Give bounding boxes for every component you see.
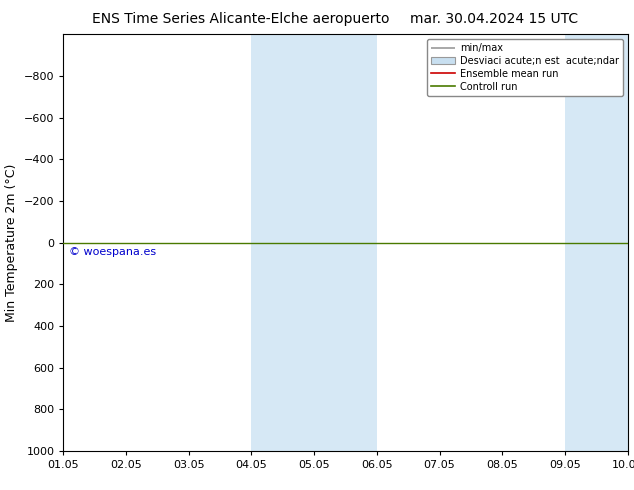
Legend: min/max, Desviaci acute;n est  acute;ndar, Ensemble mean run, Controll run: min/max, Desviaci acute;n est acute;ndar… [427,39,623,96]
Bar [252,34,377,451]
Bar [565,34,628,451]
Y-axis label: Min Temperature 2m (°C): Min Temperature 2m (°C) [5,163,18,322]
Text: © woespana.es: © woespana.es [69,246,156,257]
Text: ENS Time Series Alicante-Elche aeropuerto: ENS Time Series Alicante-Elche aeropuert… [92,12,390,26]
Text: mar. 30.04.2024 15 UTC: mar. 30.04.2024 15 UTC [410,12,579,26]
